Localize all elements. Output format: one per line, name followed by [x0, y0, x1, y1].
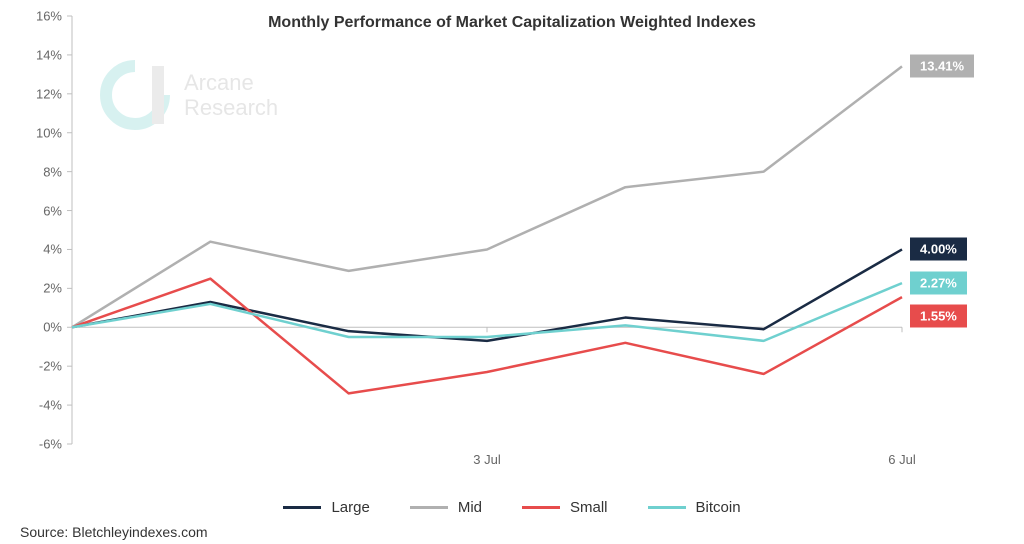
- end-label-large: 4.00%: [910, 238, 967, 261]
- legend-label: Small: [570, 499, 608, 516]
- x-tick-label: 3 Jul: [473, 444, 500, 467]
- legend-label: Bitcoin: [696, 499, 741, 516]
- legend-item-mid: Mid: [410, 499, 482, 516]
- y-tick-label: 0%: [43, 320, 72, 335]
- legend-swatch: [410, 506, 448, 509]
- series-line-mid: [72, 66, 902, 327]
- end-label-small: 1.55%: [910, 305, 967, 328]
- chart-svg: [72, 16, 902, 444]
- legend-item-bitcoin: Bitcoin: [648, 499, 741, 516]
- y-tick-label: 6%: [43, 203, 72, 218]
- chart-legend: Large Mid Small Bitcoin: [0, 499, 1024, 516]
- y-tick-label: -6%: [39, 437, 72, 452]
- y-tick-label: 12%: [36, 86, 72, 101]
- end-label-mid: 13.41%: [910, 55, 974, 78]
- y-tick-label: 16%: [36, 9, 72, 24]
- legend-item-large: Large: [283, 499, 369, 516]
- y-tick-label: 14%: [36, 47, 72, 62]
- legend-swatch: [283, 506, 321, 509]
- end-label-bitcoin: 2.27%: [910, 272, 967, 295]
- legend-item-small: Small: [522, 499, 608, 516]
- y-tick-label: -4%: [39, 398, 72, 413]
- y-tick-label: 4%: [43, 242, 72, 257]
- legend-swatch: [648, 506, 686, 509]
- x-tick-label: 6 Jul: [888, 444, 915, 467]
- source-text: Source: Bletchleyindexes.com: [20, 524, 208, 540]
- legend-label: Large: [331, 499, 369, 516]
- y-tick-label: 2%: [43, 281, 72, 296]
- chart-plot-area: -6%-4%-2%0%2%4%6%8%10%12%14%16%3 Jul6 Ju…: [72, 16, 902, 444]
- y-tick-label: 10%: [36, 125, 72, 140]
- y-tick-label: -2%: [39, 359, 72, 374]
- y-tick-label: 8%: [43, 164, 72, 179]
- legend-swatch: [522, 506, 560, 509]
- legend-label: Mid: [458, 499, 482, 516]
